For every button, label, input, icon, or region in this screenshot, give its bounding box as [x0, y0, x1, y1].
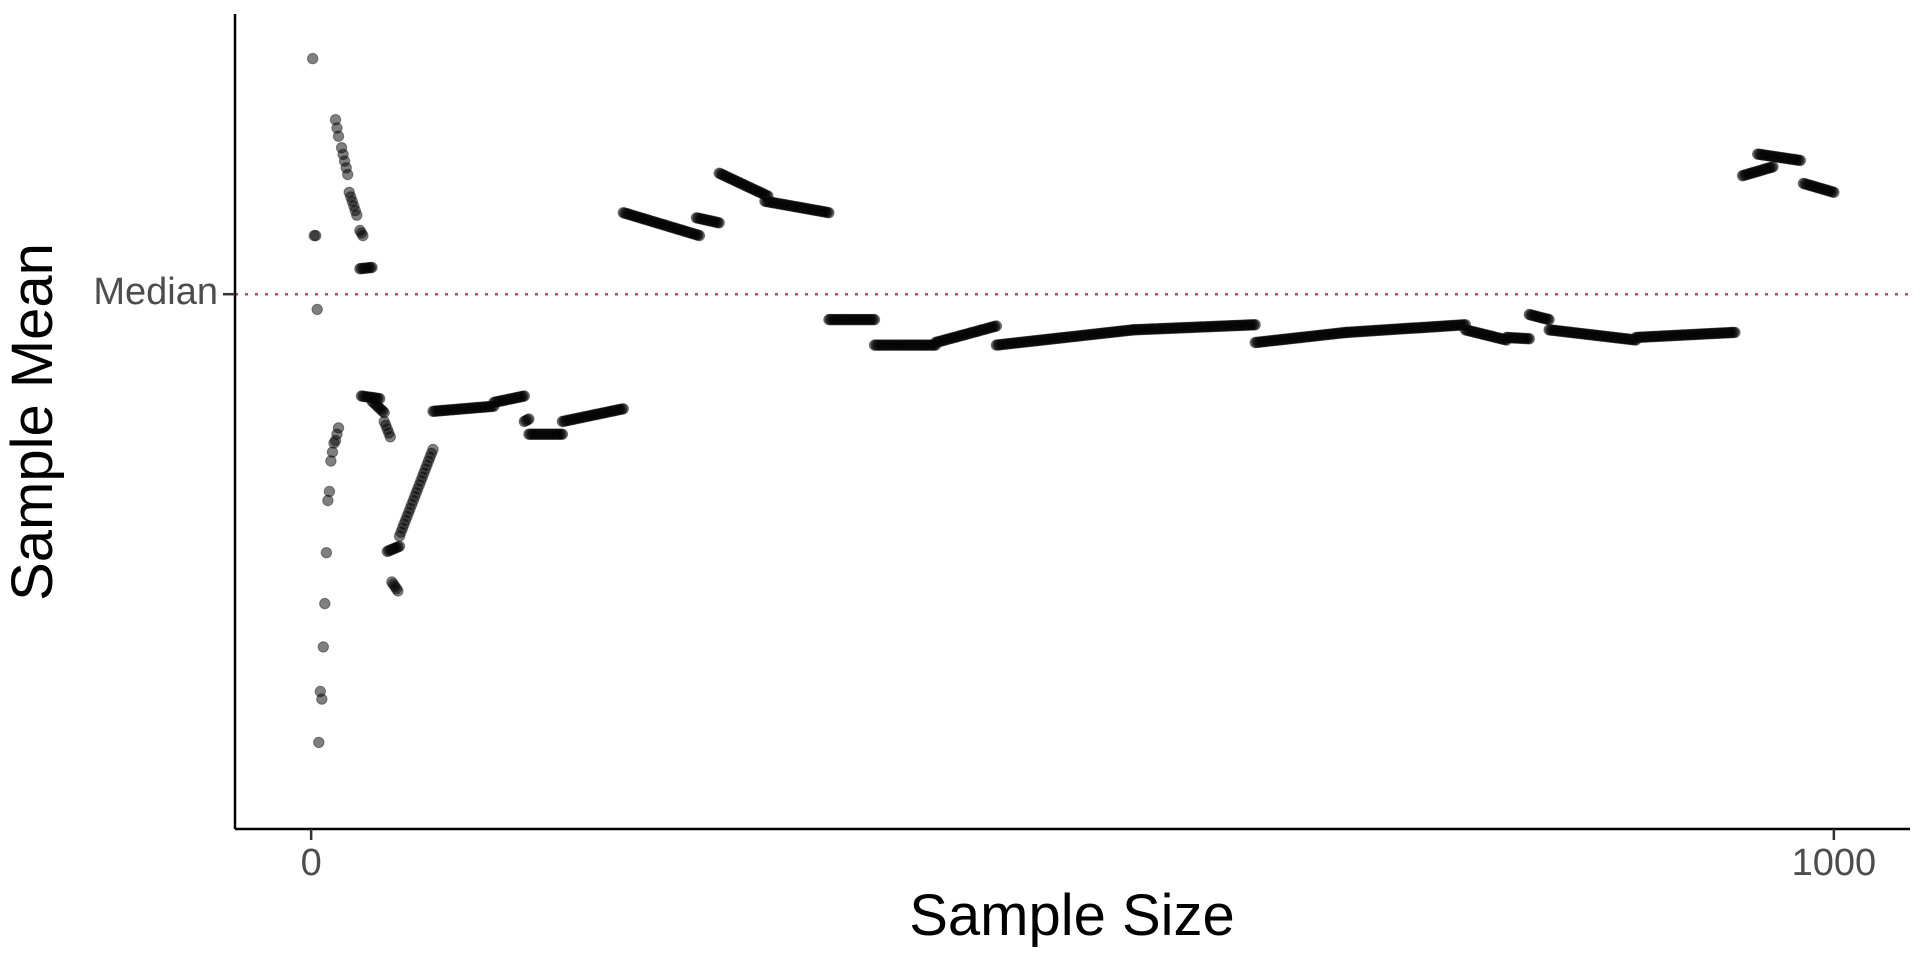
- data-point: [523, 413, 535, 425]
- data-point: [332, 422, 345, 434]
- data-points: [307, 52, 1840, 749]
- data-point: [617, 403, 629, 415]
- data-point: [1828, 186, 1840, 199]
- data-point: [518, 390, 530, 402]
- data-point: [1543, 313, 1555, 326]
- y-axis-title: Sample Mean: [0, 243, 65, 601]
- data-point: [320, 547, 333, 559]
- data-point: [342, 168, 354, 181]
- data-point: [307, 52, 319, 65]
- data-point: [990, 320, 1003, 332]
- data-point: [1767, 161, 1779, 173]
- data-point: [1794, 154, 1807, 167]
- data-point: [392, 585, 404, 597]
- data-point: [1249, 319, 1261, 331]
- data-point: [1729, 326, 1741, 339]
- x-tick-label: 0: [301, 842, 322, 884]
- data-point: [693, 229, 706, 242]
- data-point: [713, 217, 725, 229]
- data-point: [357, 229, 369, 242]
- data-point: [311, 303, 323, 316]
- median-tick-label: Median: [93, 271, 218, 313]
- data-point: [317, 641, 329, 653]
- data-point: [332, 130, 345, 142]
- x-axis-title: Sample Size: [909, 883, 1235, 948]
- data-point: [427, 443, 439, 456]
- data-point: [351, 209, 363, 221]
- data-point: [384, 431, 396, 443]
- data-point: [393, 540, 406, 552]
- data-point: [310, 229, 322, 242]
- data-point: [366, 261, 378, 274]
- data-point: [313, 736, 325, 749]
- data-point: [323, 485, 336, 498]
- data-point: [319, 597, 331, 610]
- x-tick-label: 1000: [1792, 842, 1877, 884]
- data-point: [868, 313, 881, 326]
- x-axis-ticks: 0 1000: [301, 829, 1877, 884]
- data-point: [556, 428, 569, 440]
- data-point: [1523, 333, 1536, 345]
- data-point: [823, 207, 835, 219]
- data-point: [316, 693, 328, 705]
